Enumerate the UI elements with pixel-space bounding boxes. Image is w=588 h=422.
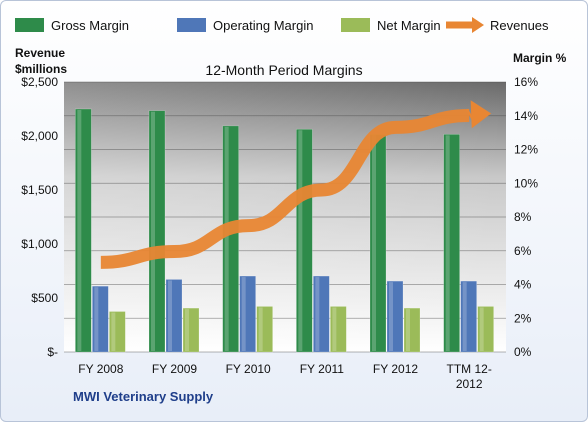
left-axis-tick-label: $1,000 bbox=[21, 237, 58, 251]
bar-gross-margin bbox=[296, 128, 313, 353]
bar-net-margin bbox=[109, 311, 126, 353]
plot-area: 0% 2% 4% 6% 8% 10% 12% 14% 16% $- $500 $1,000 $1,500… bbox=[21, 75, 538, 391]
bar-operating-margin bbox=[165, 279, 183, 353]
bar-operating-margin bbox=[313, 275, 330, 353]
bar-highlight bbox=[406, 309, 410, 351]
bar-highlight bbox=[298, 130, 303, 351]
right-axis-title: Margin % bbox=[513, 51, 567, 65]
bar-highlight bbox=[241, 277, 246, 351]
x-axis-tick-label: FY 2012 bbox=[373, 362, 418, 376]
bar-gross-margin bbox=[222, 125, 239, 353]
right-axis-tick-label: 6% bbox=[514, 244, 532, 258]
bar-highlight bbox=[224, 126, 229, 351]
legend-swatch-operating-margin bbox=[177, 18, 206, 32]
x-axis-tick-label: FY 2009 bbox=[152, 362, 197, 376]
bar-highlight bbox=[168, 280, 172, 351]
bar-highlight bbox=[389, 282, 393, 351]
right-axis-tick-label: 10% bbox=[514, 176, 538, 190]
bar-highlight bbox=[151, 111, 155, 351]
x-axis-tick-label: FY 2008 bbox=[78, 362, 123, 376]
bar-operating-margin bbox=[239, 275, 256, 353]
bar-highlight bbox=[258, 307, 263, 351]
legend-swatch-gross-margin bbox=[15, 18, 44, 32]
left-axis-tick-label: $500 bbox=[31, 291, 58, 305]
bar-gross-margin bbox=[443, 134, 460, 353]
legend-swatch-net-margin bbox=[341, 18, 370, 32]
legend-arrowhead bbox=[472, 17, 484, 33]
legend-label: Net Margin bbox=[377, 18, 441, 33]
bar-highlight bbox=[315, 277, 320, 351]
legend: Gross Margin Operating Margin Net Margin Re… bbox=[15, 17, 549, 33]
left-axis-tick-label: $- bbox=[47, 345, 58, 359]
revenue-line bbox=[100, 108, 470, 269]
right-axis-tick-label: 2% bbox=[514, 311, 532, 325]
bar-gross-margin bbox=[148, 110, 166, 353]
chart-title: 12-Month Period Margins bbox=[205, 62, 362, 78]
left-axis-tick-label: $1,500 bbox=[21, 183, 58, 197]
left-axis-title-line1: Revenue bbox=[15, 46, 65, 60]
bar-gross-margin bbox=[75, 108, 92, 353]
right-axis-tick-label: 8% bbox=[514, 210, 532, 224]
legend-label: Revenues bbox=[490, 18, 549, 33]
legend-label: Operating Margin bbox=[213, 18, 313, 33]
left-axis-tick-label: $2,000 bbox=[21, 129, 58, 143]
x-axis-tick-label: FY 2010 bbox=[226, 362, 271, 376]
legend-label: Gross Margin bbox=[51, 18, 129, 33]
right-axis-tick-label: 14% bbox=[514, 109, 538, 123]
bar-net-margin bbox=[330, 306, 347, 353]
right-axis-tick-label: 0% bbox=[514, 345, 532, 359]
company-name: MWI Veterinary Supply bbox=[73, 389, 214, 404]
bar-highlight bbox=[185, 309, 189, 351]
bar-operating-margin bbox=[460, 280, 477, 353]
bar-net-margin bbox=[182, 307, 200, 353]
left-axis-title-line2: $millions bbox=[15, 62, 67, 76]
bar-highlight bbox=[94, 287, 99, 351]
bar-net-margin bbox=[403, 307, 421, 353]
revenue-arrowhead bbox=[470, 100, 492, 129]
right-axis-tick-label: 16% bbox=[514, 75, 538, 89]
x-axis-tick-label: 2012 bbox=[456, 377, 483, 391]
x-axis-tick-label: TTM 12- bbox=[446, 362, 491, 376]
left-axis-tick-label: $2,500 bbox=[21, 75, 58, 89]
bar-highlight bbox=[332, 307, 337, 351]
bar-highlight bbox=[111, 312, 116, 351]
bar-operating-margin bbox=[386, 280, 404, 353]
bar-operating-margin bbox=[92, 285, 109, 353]
right-axis-tick-label: 4% bbox=[514, 278, 532, 292]
bar-net-margin bbox=[256, 306, 273, 353]
bar-highlight bbox=[445, 135, 450, 351]
right-axis-tick-label: 12% bbox=[514, 143, 538, 157]
bar-highlight bbox=[479, 307, 484, 351]
bar-highlight bbox=[372, 135, 376, 351]
bar-highlight bbox=[462, 282, 467, 351]
bar-net-margin bbox=[477, 306, 494, 353]
x-axis-tick-label: FY 2011 bbox=[300, 362, 345, 376]
revenue-line-tail bbox=[465, 108, 475, 122]
bar-highlight bbox=[77, 110, 82, 351]
